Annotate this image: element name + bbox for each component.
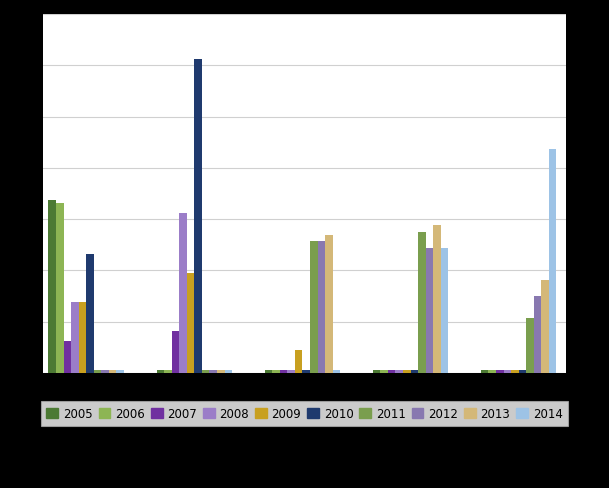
Bar bbox=[164, 370, 172, 373]
Bar bbox=[63, 341, 71, 373]
Bar bbox=[101, 370, 109, 373]
Bar bbox=[526, 319, 534, 373]
Bar bbox=[549, 149, 557, 373]
Bar bbox=[49, 201, 56, 373]
Bar bbox=[172, 331, 179, 373]
Bar bbox=[388, 370, 395, 373]
Bar bbox=[225, 370, 232, 373]
Bar bbox=[496, 370, 504, 373]
Bar bbox=[187, 274, 194, 373]
Bar bbox=[511, 370, 519, 373]
Bar bbox=[441, 248, 448, 373]
Bar bbox=[202, 370, 209, 373]
Bar bbox=[433, 226, 441, 373]
Bar bbox=[209, 370, 217, 373]
Bar bbox=[310, 242, 317, 373]
Bar bbox=[418, 232, 426, 373]
Bar bbox=[157, 370, 164, 373]
Bar bbox=[79, 303, 86, 373]
Bar bbox=[94, 370, 101, 373]
Bar bbox=[541, 280, 549, 373]
Bar bbox=[116, 370, 124, 373]
Bar bbox=[534, 296, 541, 373]
Bar bbox=[194, 60, 202, 373]
Bar bbox=[488, 370, 496, 373]
Bar bbox=[71, 303, 79, 373]
Bar bbox=[381, 370, 388, 373]
Bar bbox=[373, 370, 381, 373]
Bar bbox=[481, 370, 488, 373]
Bar bbox=[265, 370, 272, 373]
Bar bbox=[410, 370, 418, 373]
Bar bbox=[395, 370, 403, 373]
Bar bbox=[317, 242, 325, 373]
Bar bbox=[403, 370, 410, 373]
Bar bbox=[333, 370, 340, 373]
Bar bbox=[272, 370, 280, 373]
Legend: 2005, 2006, 2007, 2008, 2009, 2010, 2011, 2012, 2013, 2014: 2005, 2006, 2007, 2008, 2009, 2010, 2011… bbox=[41, 402, 568, 426]
Bar bbox=[325, 236, 333, 373]
Bar bbox=[109, 370, 116, 373]
Bar bbox=[86, 255, 94, 373]
Bar bbox=[287, 370, 295, 373]
Bar bbox=[426, 248, 433, 373]
Bar bbox=[56, 203, 63, 373]
Bar bbox=[280, 370, 287, 373]
Bar bbox=[295, 350, 303, 373]
Bar bbox=[504, 370, 511, 373]
Bar bbox=[519, 370, 526, 373]
Bar bbox=[217, 370, 225, 373]
Bar bbox=[179, 213, 187, 373]
Bar bbox=[303, 370, 310, 373]
